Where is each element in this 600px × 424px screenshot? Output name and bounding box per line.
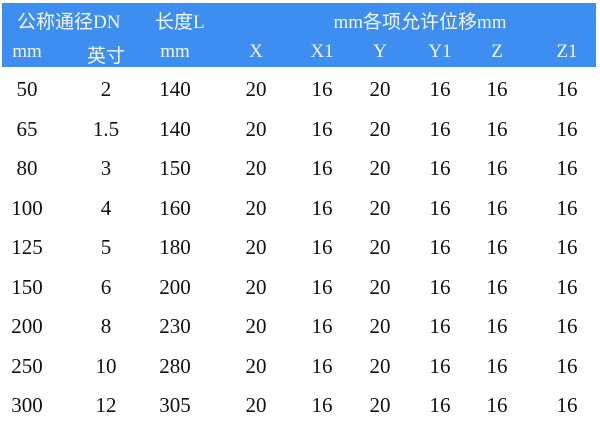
table-cell: 16 [486,77,508,101]
table-cell: 16 [311,393,333,417]
table-cell: 16 [311,353,333,378]
table-cell: 16 [311,235,333,259]
table-cell: 20 [245,393,267,417]
table-cell: 10 [95,353,117,378]
table-cell: 20 [245,274,267,299]
table-cell: 16 [486,116,508,141]
table-cell: 200 [11,314,43,338]
table-cell: 305 [159,393,191,417]
header-col: X [249,41,263,62]
table-cell: 16 [311,314,333,338]
table-cell: 16 [429,393,451,417]
table-cell: 16 [429,195,451,220]
table-cell: 16 [556,116,578,141]
header-col: X1 [310,41,334,62]
table-cell: 20 [245,314,267,338]
table-cell: 2 [100,77,112,101]
header-length: 长度L [155,12,205,33]
table-cell: 12 [95,393,117,417]
table-cell: 20 [369,235,391,259]
header-col: mm [12,41,42,62]
table-cell: 20 [369,393,391,417]
table-cell: 16 [429,235,451,259]
table-cell: 16 [556,156,578,180]
table-cell: 16 [556,353,578,378]
table-cell: 20 [369,274,391,299]
table-cell: 16 [486,314,508,338]
table-cell: 280 [159,353,191,378]
table-cell: 140 [159,77,191,101]
table-cell: 20 [369,77,391,101]
table-cell: 16 [556,77,578,101]
table-cell: 80 [16,156,38,180]
table-cell: 16 [486,274,508,299]
table-cell: 16 [311,116,333,141]
table-cell: 150 [159,156,191,180]
header-col: Z [491,41,503,62]
table-cell: 16 [429,353,451,378]
table-cell: 140 [159,116,191,141]
table-cell: 16 [486,353,508,378]
table-cell: 8 [100,314,112,338]
table-cell: 16 [556,393,578,417]
table-cell: 160 [159,195,191,220]
table-cell: 100 [11,195,43,220]
table-cell: 20 [369,116,391,141]
header-dn: 公称通径DN [17,12,121,33]
table-cell: 16 [429,116,451,141]
table-cell: 16 [429,77,451,101]
header-col: 英寸 [86,46,126,67]
table-cell: 3 [100,156,112,180]
table-cell: 20 [245,116,267,141]
table-cell: 16 [311,77,333,101]
table-cell: 16 [556,274,578,299]
table-cell: 20 [245,235,267,259]
table-cell: 20 [369,353,391,378]
table-cell: 20 [245,156,267,180]
table-cell: 20 [245,77,267,101]
header-displacement: mm各项允许位移mm [333,12,507,33]
table-cell: 230 [159,314,191,338]
table-cell: 4 [100,195,112,220]
table-cell: 50 [16,77,38,101]
table-cell: 16 [429,314,451,338]
table-cell: 1.5 [92,116,120,141]
table-cell: 20 [369,195,391,220]
table-cell: 300 [11,393,43,417]
table-cell: 16 [486,393,508,417]
table-cell: 16 [556,314,578,338]
table-cell: 16 [429,274,451,299]
table-cell: 20 [369,314,391,338]
table-cell: 20 [245,353,267,378]
table-cell: 16 [556,195,578,220]
table-cell: 180 [159,235,191,259]
table-cell: 16 [311,156,333,180]
table-cell: 16 [429,156,451,180]
table-cell: 16 [556,235,578,259]
header-col: Z1 [556,41,578,62]
table-cell: 20 [245,195,267,220]
table-cell: 250 [11,353,43,378]
table-cell: 65 [16,116,38,141]
table-cell: 16 [486,195,508,220]
header-col: Y [373,41,387,62]
table-cell: 5 [100,235,112,259]
table-header [2,3,596,67]
header-col: mm [160,41,190,62]
table-cell: 150 [11,274,43,299]
table-cell: 16 [486,235,508,259]
table-cell: 16 [486,156,508,180]
table-cell: 16 [311,195,333,220]
table-cell: 200 [159,274,191,299]
table-cell: 6 [100,274,112,299]
table-cell: 20 [369,156,391,180]
table-cell: 125 [11,235,43,259]
header-col: Y1 [428,41,452,62]
table-cell: 16 [311,274,333,299]
